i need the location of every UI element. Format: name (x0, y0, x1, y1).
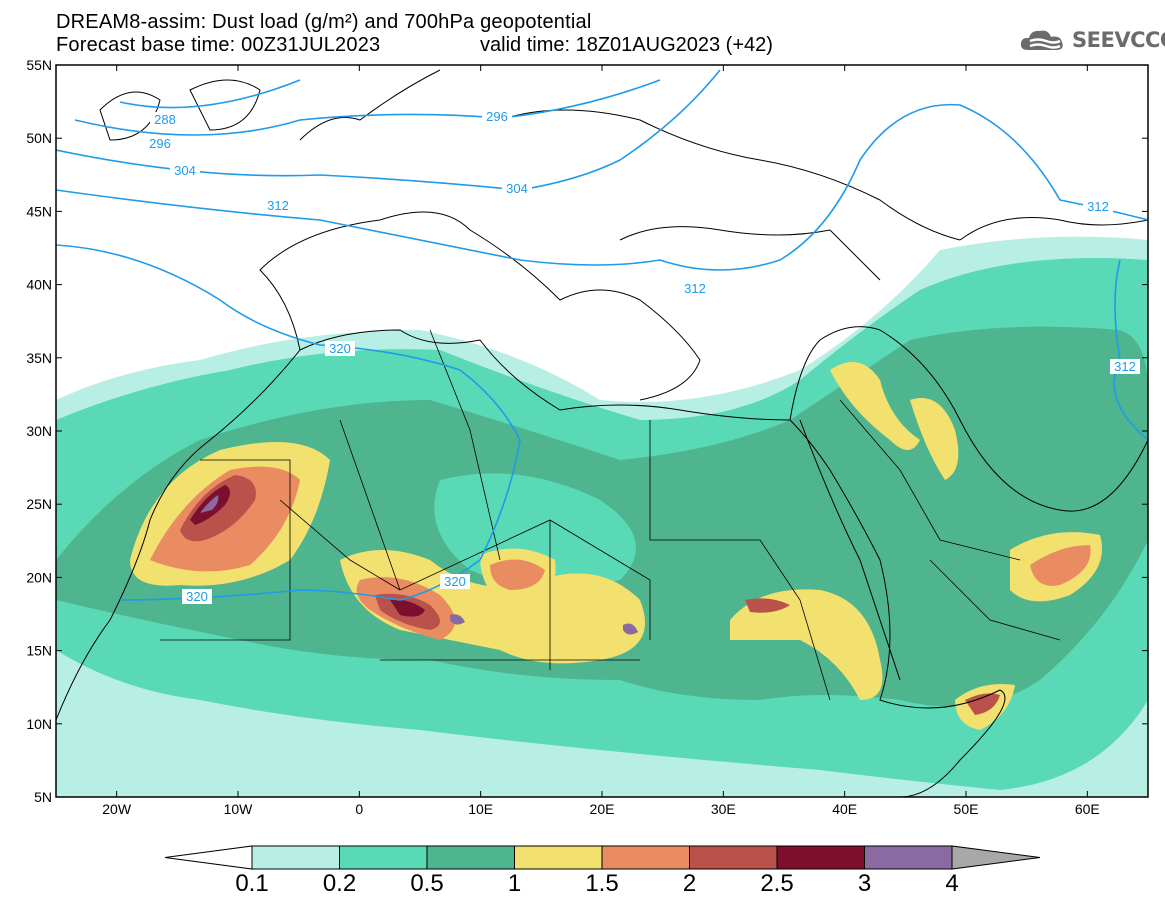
lon-axis: 20W 10W 0 10E 20E 30E 40E 50E 60E (102, 65, 1100, 817)
contour-label: 296 (486, 109, 508, 124)
dust-band-1.5-c (490, 559, 545, 590)
lat-label: 45N (26, 203, 52, 219)
valid-time: valid time: 18Z01AUG2023 (+42) (480, 34, 773, 56)
forecast-base-time: Forecast base time: 00Z31JUL2023 (56, 34, 381, 56)
contour-label-bg (680, 281, 710, 296)
contour-label: 320 (186, 589, 208, 604)
lon-label: 30E (711, 801, 736, 817)
colorbar-label: 4 (945, 870, 959, 897)
lon-label: 10E (468, 801, 493, 817)
dust-band-3-b (390, 599, 425, 617)
dust-band-2.5-c (745, 598, 790, 613)
dust-band-4-b (450, 614, 465, 625)
colorbar-label: 0.5 (410, 870, 444, 897)
colorbar-box (601, 845, 690, 870)
colorbar-box (776, 845, 865, 870)
contour-label: 312 (1114, 359, 1136, 374)
geopotential-contours (56, 69, 1148, 601)
dust-field (56, 65, 1148, 797)
contour-labels: 288296304312320296304312312312320320312 (145, 109, 1140, 604)
colorbar-label: 0.1 (235, 870, 269, 897)
colorbar (164, 845, 1041, 870)
lat-axis: 55N 50N 45N 40N 35N 30N 25N 20N 15N 10N 5N (26, 57, 1148, 805)
contour-label-bg (482, 109, 512, 124)
lat-label: 10N (26, 716, 52, 732)
contour-label-bg (170, 163, 200, 178)
contour-label: 304 (174, 163, 196, 178)
borders (160, 329, 1061, 701)
dust-band-2.5-d (965, 693, 1000, 715)
lat-label: 40N (26, 277, 52, 293)
colorbar-high-arrow (951, 845, 1041, 870)
contour-label: 320 (444, 574, 466, 589)
colorbar-label: 1.5 (585, 870, 619, 897)
dust-band-4 (200, 495, 219, 513)
lat-label: 15N (26, 643, 52, 659)
dust-band-1-sudan (730, 589, 883, 700)
contour-label-bg (182, 589, 212, 604)
contour-label-bg (502, 181, 532, 196)
lat-label: 50N (26, 130, 52, 146)
dust-band-1-central (340, 550, 645, 664)
lat-label: 35N (26, 350, 52, 366)
dust-band-1.5-d (1030, 545, 1091, 586)
contour-label-bg (1110, 359, 1140, 374)
lon-label: 20E (590, 801, 615, 817)
contour-label-bg (263, 198, 293, 213)
lon-label: 50E (954, 801, 979, 817)
contour-label: 296 (149, 136, 171, 151)
contour-label: 312 (1087, 199, 1109, 214)
lat-label: 30N (26, 423, 52, 439)
contour-label: 288 (154, 112, 176, 127)
lon-label: 10W (224, 801, 254, 817)
lat-label: 55N (26, 57, 52, 73)
lat-label: 5N (34, 789, 52, 805)
logo-text: SEEVCCC (1072, 28, 1165, 52)
dust-band-4-c (623, 623, 638, 635)
colorbar-box (251, 845, 340, 870)
contour-label-bg (440, 574, 470, 589)
dust-band-1-iraq (830, 362, 920, 450)
colorbar-label: 2.5 (760, 870, 794, 897)
lat-label: 20N (26, 569, 52, 585)
colorbar-box (339, 845, 428, 870)
colorbar-box (514, 845, 603, 870)
coastlines (56, 69, 1148, 797)
contour-label-bg (145, 136, 175, 151)
dust-band-1-gulf (910, 398, 959, 480)
contour-label: 304 (506, 181, 528, 196)
cloud-icon (1020, 30, 1063, 50)
colorbar-box (426, 845, 515, 870)
colorbar-box (864, 845, 953, 870)
lon-label: 0 (355, 801, 363, 817)
map-title: DREAM8-assim: Dust load (g/m²) and 700hP… (56, 11, 592, 33)
lon-label: 60E (1075, 801, 1100, 817)
colorbar-label: 3 (857, 870, 872, 897)
seevccc-logo: SEEVCCC (1018, 26, 1165, 54)
colorbar-label: 2 (682, 870, 697, 897)
lon-label: 20W (102, 801, 132, 817)
colorbar-label: 0.2 (322, 870, 357, 897)
lat-label: 25N (26, 496, 52, 512)
contour-label: 312 (684, 281, 706, 296)
contour-label-bg (325, 341, 355, 356)
contour-label: 320 (329, 341, 351, 356)
contour-label: 312 (267, 198, 289, 213)
colorbar-box (689, 845, 778, 870)
contour-label-bg (1083, 199, 1113, 214)
colorbar-label: 1 (507, 870, 522, 897)
contour-label-bg (150, 112, 180, 127)
colorbar-low-arrow (164, 845, 253, 870)
lon-label: 40E (832, 801, 857, 817)
